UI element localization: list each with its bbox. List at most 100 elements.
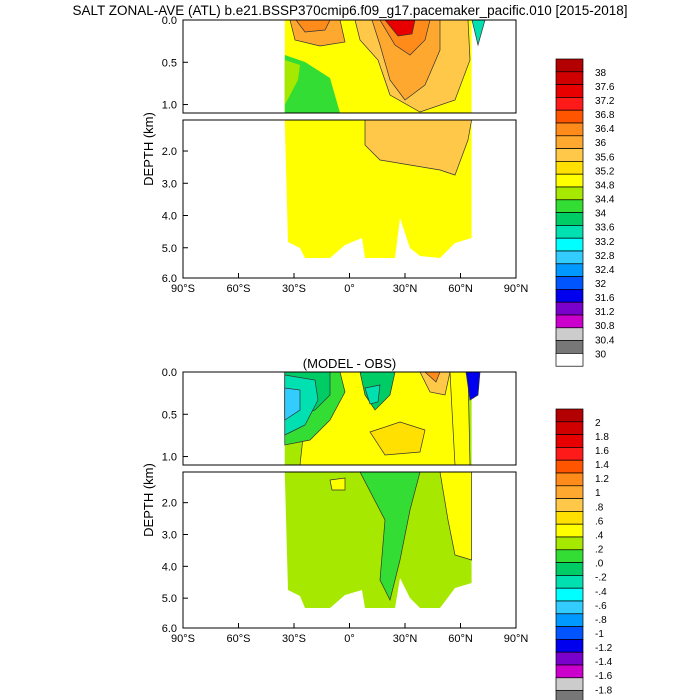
colorbar-swatch: [555, 122, 584, 137]
colorbar-swatch: [555, 199, 584, 213]
colorbar-label: -.6: [595, 601, 607, 612]
x-tick-label: 30°S: [282, 633, 306, 645]
colorbar-label: -.8: [595, 615, 607, 626]
colorbar-swatch: [555, 212, 584, 226]
colorbar-label: -1.2: [595, 643, 613, 654]
colorbar-swatch: [555, 148, 584, 162]
colorbar-swatch: [555, 135, 584, 149]
colorbar-label: 32: [595, 279, 607, 290]
colorbar-label: 1.8: [595, 432, 609, 443]
colorbar-swatch: [555, 71, 584, 85]
colorbar-label: 1: [595, 488, 601, 499]
colorbar-swatch: [555, 523, 584, 538]
colorbar-label: 1.4: [595, 460, 609, 471]
upper-field: [284, 20, 486, 113]
colorbar-label: 36.8: [595, 110, 615, 121]
colorbar-label: 32.4: [595, 265, 615, 276]
colorbar-swatch: [555, 664, 584, 679]
y-tick-label: 2.0: [162, 498, 177, 510]
colorbar-label: 32.8: [595, 251, 615, 262]
colorbar-swatch: [555, 562, 584, 576]
colorbar-label: 31.2: [595, 307, 615, 318]
colorbar-swatch: [555, 639, 584, 653]
colorbar-swatch: [555, 84, 584, 98]
colorbar-swatch: [555, 485, 584, 499]
colorbar-label: 33.6: [595, 223, 615, 234]
colorbar-label: -.4: [595, 587, 607, 598]
x-tick-label: 0°: [344, 283, 355, 295]
colorbar-swatch: [555, 626, 584, 640]
colorbar-label: .2: [595, 545, 604, 556]
colorbar-label: 30: [595, 349, 607, 360]
field-neg-4: [284, 387, 301, 421]
y-tick-label: 5.0: [162, 243, 177, 255]
y-axis-label: DEPTH (km): [141, 463, 156, 537]
colorbar-label: 1.6: [595, 446, 609, 457]
colorbar-label: .0: [595, 559, 604, 570]
chart-panel-1: 0.0 0.5 1.0 2.0 3.0 4.0 5.0 6.0 DEPTH (km) 90°S 60…: [141, 15, 615, 367]
plot-frame-upper: [182, 371, 517, 466]
colorbar: 38 37.6 37.2 36.8 36.4 36 35.6 35.2 34.8 34.4 34 33…: [555, 58, 615, 367]
colorbar-swatch: [555, 97, 584, 111]
x-tick-label: 30°N: [393, 283, 418, 295]
colorbar-swatch: [555, 677, 584, 691]
lower-field: [284, 472, 472, 608]
field-arctic: [465, 372, 481, 401]
colorbar-swatch: [555, 421, 584, 435]
field-surf-s2: [295, 20, 331, 33]
colorbar-label: -1.4: [595, 657, 613, 668]
colorbar-swatch: [555, 314, 584, 329]
colorbar-label: 37.2: [595, 96, 615, 107]
field-low-inner: [284, 60, 300, 105]
lower-field: [284, 120, 472, 258]
y-tick-label: 5.0: [162, 593, 177, 605]
colorbar-label: -1: [595, 629, 604, 640]
colorbar-swatch: [555, 173, 584, 188]
field-pos-s2: [424, 372, 441, 383]
field-core: [384, 20, 416, 37]
x-tick-label: 90°S: [171, 283, 195, 295]
y-tick-label: 6.0: [162, 623, 177, 635]
colorbar-label: 34.8: [595, 180, 615, 191]
y-tick-label: 3.0: [162, 178, 177, 190]
colorbar-label: 33.2: [595, 237, 615, 248]
field-deep-pos: [439, 472, 472, 561]
y-tick-label: 2.0: [162, 146, 177, 158]
x-tick-label: 0°: [344, 633, 355, 645]
field-deep-neg: [359, 472, 421, 602]
colorbar-swatch: [555, 690, 584, 700]
field-pos-s: [419, 372, 451, 396]
colorbar-label: 38: [595, 68, 607, 79]
colorbar-label: .8: [595, 502, 604, 513]
colorbar-label: 36: [595, 138, 607, 149]
colorbar-swatch: [555, 459, 584, 474]
y-tick-label: 3.0: [162, 529, 177, 541]
colorbar-swatch: [555, 536, 584, 551]
colorbar-swatch: [555, 263, 584, 277]
colorbar-swatch: [555, 353, 584, 367]
x-tick-label: 90°N: [504, 283, 529, 295]
colorbar-label: 36.4: [595, 124, 615, 135]
colorbar-swatch: [555, 549, 584, 563]
y-tick-label: 0.0: [162, 367, 177, 379]
colorbar-swatch: [555, 408, 584, 423]
x-tick-label: 30°N: [393, 633, 418, 645]
x-tick-label: 90°N: [504, 633, 529, 645]
y-tick-label: 6.0: [162, 273, 177, 285]
x-tick-label: 60°S: [227, 283, 251, 295]
x-tick-label: 60°S: [227, 633, 251, 645]
field-deep: [284, 472, 472, 608]
colorbar-swatch: [555, 511, 584, 525]
colorbar-label: 34: [595, 209, 607, 220]
field-deep-high: [364, 120, 472, 176]
colorbar-swatch: [555, 498, 584, 512]
colorbar-label: .6: [595, 516, 604, 527]
plot-frame-upper: [182, 19, 517, 114]
y-tick-label: 4.0: [162, 561, 177, 573]
colorbar-label: 2: [595, 418, 601, 429]
colorbar-swatch: [555, 225, 584, 239]
colorbar-label: 35.2: [595, 166, 615, 177]
y-tick-label: 0.5: [162, 57, 177, 69]
